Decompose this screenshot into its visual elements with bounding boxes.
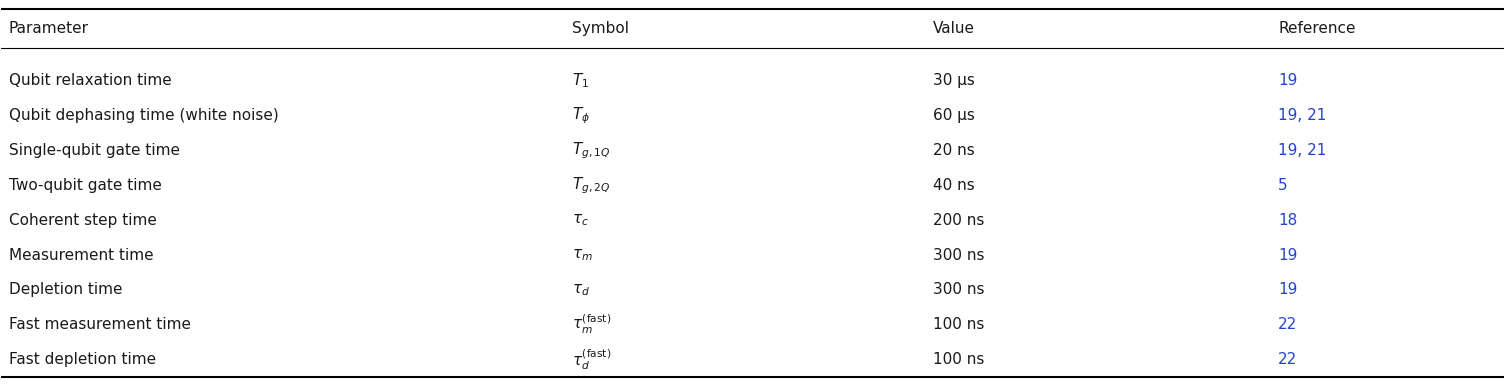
Text: Parameter: Parameter	[9, 21, 89, 36]
Text: 5: 5	[1278, 178, 1288, 193]
Text: 22: 22	[1278, 352, 1297, 367]
Text: Single-qubit gate time: Single-qubit gate time	[9, 143, 181, 158]
Text: Qubit relaxation time: Qubit relaxation time	[9, 73, 172, 88]
Text: $\tau_d^{(\mathrm{fast})}$: $\tau_d^{(\mathrm{fast})}$	[572, 347, 611, 372]
Text: 200 ns: 200 ns	[933, 213, 984, 228]
Text: 19, 21: 19, 21	[1278, 108, 1326, 123]
Text: 300 ns: 300 ns	[933, 282, 984, 297]
Text: Qubit dephasing time (white noise): Qubit dephasing time (white noise)	[9, 108, 278, 123]
Text: 19, 21: 19, 21	[1278, 143, 1326, 158]
Text: Two-qubit gate time: Two-qubit gate time	[9, 178, 161, 193]
Text: Measurement time: Measurement time	[9, 248, 154, 262]
Text: Fast depletion time: Fast depletion time	[9, 352, 157, 367]
Text: $T_{g,2Q}$: $T_{g,2Q}$	[572, 175, 611, 196]
Text: Fast measurement time: Fast measurement time	[9, 317, 191, 332]
Text: 60 μs: 60 μs	[933, 108, 975, 123]
Text: $T_1$: $T_1$	[572, 71, 590, 90]
Text: $T_\phi$: $T_\phi$	[572, 105, 590, 126]
Text: $\tau_m^{(\mathrm{fast})}$: $\tau_m^{(\mathrm{fast})}$	[572, 313, 611, 336]
Text: Reference: Reference	[1278, 21, 1356, 36]
Text: 30 μs: 30 μs	[933, 73, 975, 88]
Text: 300 ns: 300 ns	[933, 248, 984, 262]
Text: Coherent step time: Coherent step time	[9, 213, 157, 228]
Text: 40 ns: 40 ns	[933, 178, 975, 193]
Text: Symbol: Symbol	[572, 21, 629, 36]
Text: 20 ns: 20 ns	[933, 143, 975, 158]
Text: $\tau_c$: $\tau_c$	[572, 212, 588, 228]
Text: 18: 18	[1278, 213, 1297, 228]
Text: $\tau_m$: $\tau_m$	[572, 247, 593, 263]
Text: 22: 22	[1278, 317, 1297, 332]
Text: $\tau_d$: $\tau_d$	[572, 282, 590, 298]
Text: Depletion time: Depletion time	[9, 282, 122, 297]
Text: $T_{g,1Q}$: $T_{g,1Q}$	[572, 140, 611, 161]
Text: 19: 19	[1278, 248, 1297, 262]
Text: 100 ns: 100 ns	[933, 352, 984, 367]
Text: 100 ns: 100 ns	[933, 317, 984, 332]
Text: Value: Value	[933, 21, 975, 36]
Text: 19: 19	[1278, 73, 1297, 88]
Text: 19: 19	[1278, 282, 1297, 297]
